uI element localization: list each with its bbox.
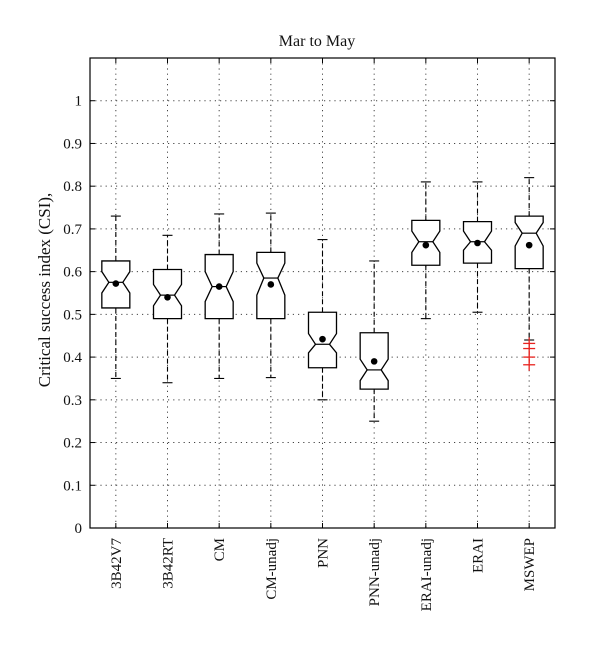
mean-marker bbox=[112, 280, 120, 287]
y-axis-ticks: 0 0.1 0.2 0.3 0.4 0.5 0.6 0.7 0.8 0.9 1 bbox=[63, 94, 555, 537]
box-plot bbox=[204, 213, 234, 380]
x-tick-label: 3B42V7 bbox=[109, 538, 125, 589]
y-tick-label: 0.5 bbox=[63, 307, 82, 323]
box-plot bbox=[514, 177, 544, 371]
x-tick-label: PNN bbox=[316, 538, 332, 568]
box-plot bbox=[307, 239, 338, 401]
mean-marker bbox=[474, 239, 481, 247]
y-tick-label: 0.8 bbox=[63, 179, 82, 195]
y-tick-label: 0.1 bbox=[63, 478, 82, 494]
y-tick-label: 0.6 bbox=[63, 265, 82, 281]
mean-marker bbox=[525, 241, 533, 249]
y-tick-label: 0.7 bbox=[63, 222, 82, 238]
mean-marker bbox=[267, 281, 275, 288]
box-plot bbox=[101, 215, 131, 380]
x-tick-label: ERAI bbox=[471, 538, 487, 573]
y-tick-label: 0.3 bbox=[63, 393, 82, 409]
mean-marker bbox=[164, 293, 171, 301]
box-plot bbox=[462, 181, 493, 313]
mean-marker bbox=[319, 335, 326, 343]
x-tick-label: CM bbox=[212, 538, 228, 561]
y-tick-label: 1 bbox=[75, 94, 83, 110]
y-tick-label: 0 bbox=[75, 521, 83, 537]
mean-marker bbox=[370, 358, 378, 365]
x-tick-label: MSWEP bbox=[522, 538, 538, 591]
x-axis-ticks: 3B42V7 3B42RT CM CM-unadj PNN PNN-unadj ERAI-u… bbox=[109, 58, 538, 611]
plot-frame bbox=[89, 57, 556, 529]
y-tick-label: 0.2 bbox=[63, 436, 82, 452]
y-tick-label: 0.4 bbox=[63, 350, 82, 366]
y-tick-label: 0.9 bbox=[63, 136, 82, 152]
box-plot bbox=[411, 181, 441, 320]
outlier-marker bbox=[523, 358, 536, 371]
box-plot bbox=[256, 212, 286, 379]
mean-marker bbox=[422, 241, 430, 249]
x-tick-label: 3B42RT bbox=[161, 538, 177, 589]
mean-marker bbox=[215, 283, 223, 290]
x-tick-label: ERAI-unadj bbox=[419, 538, 435, 611]
box-plot bbox=[152, 234, 183, 384]
chart-title: Mar to May bbox=[279, 33, 355, 50]
x-tick-label: PNN-unadj bbox=[367, 538, 383, 606]
box-series bbox=[101, 177, 544, 422]
box-plot bbox=[359, 260, 389, 422]
y-axis-label: Critical success index (CSI), bbox=[35, 193, 54, 388]
x-tick-label: CM-unadj bbox=[264, 538, 280, 600]
